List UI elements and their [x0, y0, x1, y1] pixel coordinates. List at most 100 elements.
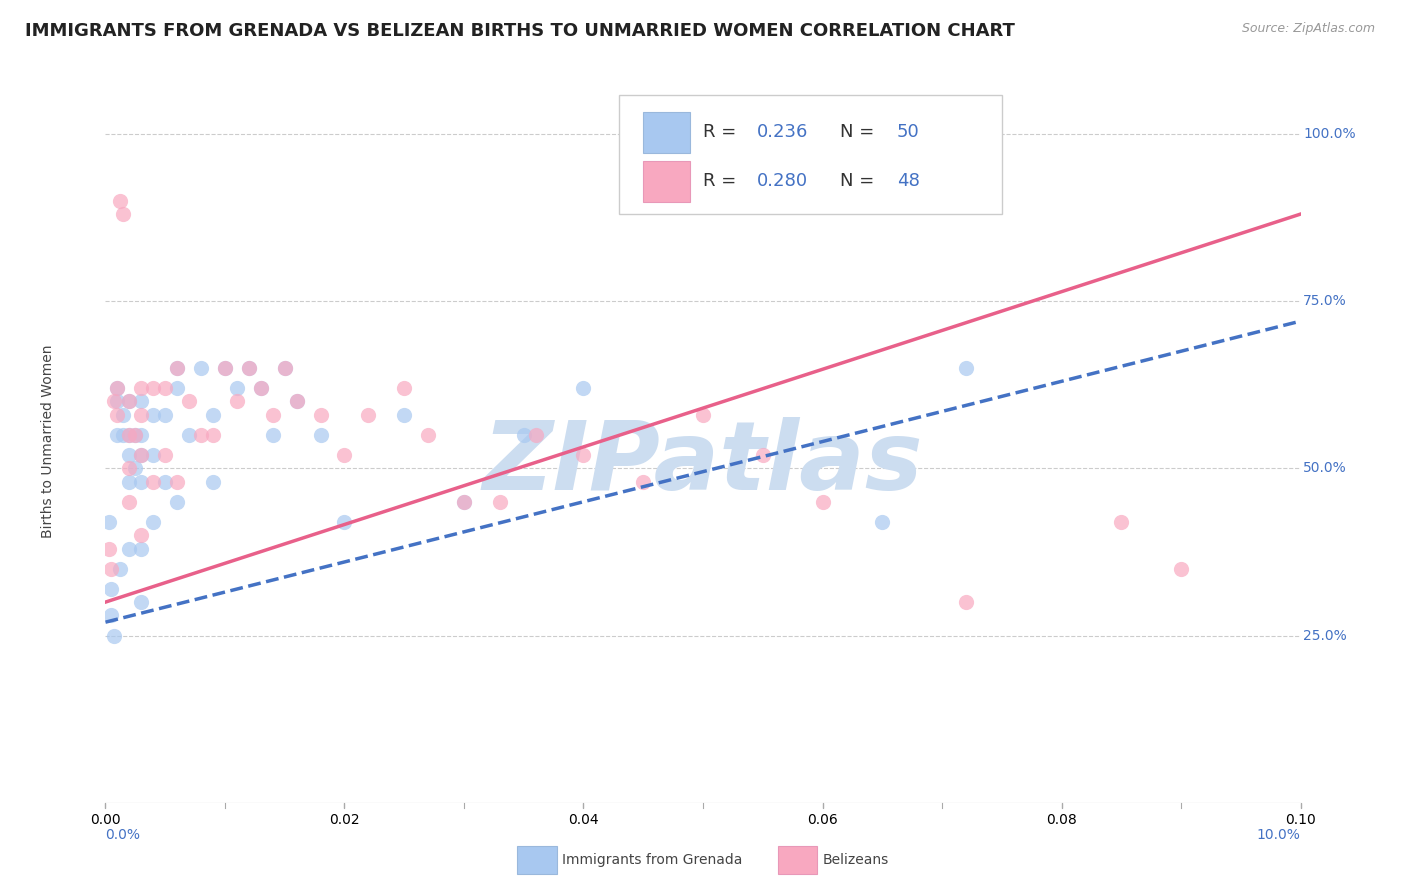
Point [107, 381, 129, 395]
Point [155, 381, 177, 395]
Point [166, 494, 188, 508]
Point [118, 427, 141, 442]
Text: 25.0%: 25.0% [1303, 629, 1347, 642]
Point [118, 394, 141, 409]
Point [285, 394, 308, 409]
FancyBboxPatch shape [619, 95, 1001, 214]
Point [489, 494, 512, 508]
Point [1170, 562, 1192, 576]
Point [309, 408, 332, 422]
Point [166, 361, 188, 376]
Point [250, 381, 273, 395]
Text: R =: R = [703, 123, 742, 141]
Text: 75.0%: 75.0% [1303, 294, 1347, 308]
Point [225, 394, 249, 409]
Point [124, 427, 146, 442]
Point [107, 427, 129, 442]
Point [273, 361, 295, 376]
Text: 100.0%: 100.0% [1303, 127, 1355, 141]
Point [524, 427, 547, 442]
Point [872, 515, 894, 529]
Point [262, 408, 284, 422]
Point [100, 562, 122, 576]
Point [166, 381, 188, 395]
Point [129, 541, 153, 556]
Point [142, 381, 165, 395]
Point [103, 394, 125, 409]
Point [238, 361, 260, 376]
Point [129, 475, 153, 489]
Text: 0.280: 0.280 [756, 172, 808, 190]
FancyBboxPatch shape [644, 112, 690, 153]
Point [107, 394, 129, 409]
Point [202, 408, 225, 422]
Point [118, 475, 141, 489]
Point [142, 515, 165, 529]
Point [190, 361, 212, 376]
Point [118, 448, 141, 462]
Point [214, 361, 236, 376]
Point [572, 381, 595, 395]
Point [418, 427, 440, 442]
FancyBboxPatch shape [644, 161, 690, 202]
Point [118, 494, 141, 508]
Point [202, 475, 225, 489]
Point [129, 394, 153, 409]
Point [155, 475, 177, 489]
Point [202, 427, 225, 442]
Point [285, 394, 308, 409]
Text: 10.0%: 10.0% [1257, 828, 1301, 842]
Point [112, 408, 135, 422]
Point [333, 515, 356, 529]
Point [129, 448, 153, 462]
Point [1111, 515, 1133, 529]
Point [155, 408, 177, 422]
Text: Belizeans: Belizeans [823, 853, 889, 867]
Point [214, 361, 236, 376]
Point [225, 381, 249, 395]
Point [129, 381, 153, 395]
Point [513, 427, 536, 442]
Point [333, 448, 356, 462]
Text: R =: R = [703, 172, 742, 190]
Text: 50.0%: 50.0% [1303, 461, 1347, 475]
Point [129, 427, 153, 442]
Point [177, 394, 201, 409]
Text: ZIPatlas: ZIPatlas [482, 417, 924, 509]
Text: 0.236: 0.236 [756, 123, 808, 141]
Point [142, 475, 165, 489]
Point [155, 448, 177, 462]
Point [108, 194, 131, 208]
Text: Births to Unmarried Women: Births to Unmarried Women [41, 345, 55, 538]
Point [142, 448, 165, 462]
Point [811, 494, 834, 508]
Point [394, 381, 416, 395]
Point [107, 408, 129, 422]
Point [112, 207, 135, 221]
Point [955, 595, 977, 609]
Point [572, 448, 595, 462]
Text: 48: 48 [897, 172, 920, 190]
Point [118, 427, 141, 442]
Point [751, 448, 773, 462]
Point [955, 361, 977, 376]
Text: Immigrants from Grenada: Immigrants from Grenada [562, 853, 742, 867]
Point [112, 427, 135, 442]
Point [129, 408, 153, 422]
Text: IMMIGRANTS FROM GRENADA VS BELIZEAN BIRTHS TO UNMARRIED WOMEN CORRELATION CHART: IMMIGRANTS FROM GRENADA VS BELIZEAN BIRT… [25, 22, 1015, 40]
Point [124, 461, 146, 475]
Point [118, 461, 141, 475]
Point [129, 528, 153, 542]
Point [633, 475, 655, 489]
Text: N =: N = [841, 172, 880, 190]
Text: N =: N = [841, 123, 880, 141]
Point [103, 628, 125, 642]
Point [98, 541, 121, 556]
Point [177, 427, 201, 442]
Point [453, 494, 475, 508]
Point [100, 608, 122, 623]
Point [107, 381, 129, 395]
Text: 0.0%: 0.0% [105, 828, 141, 842]
Point [166, 361, 188, 376]
Point [262, 427, 284, 442]
